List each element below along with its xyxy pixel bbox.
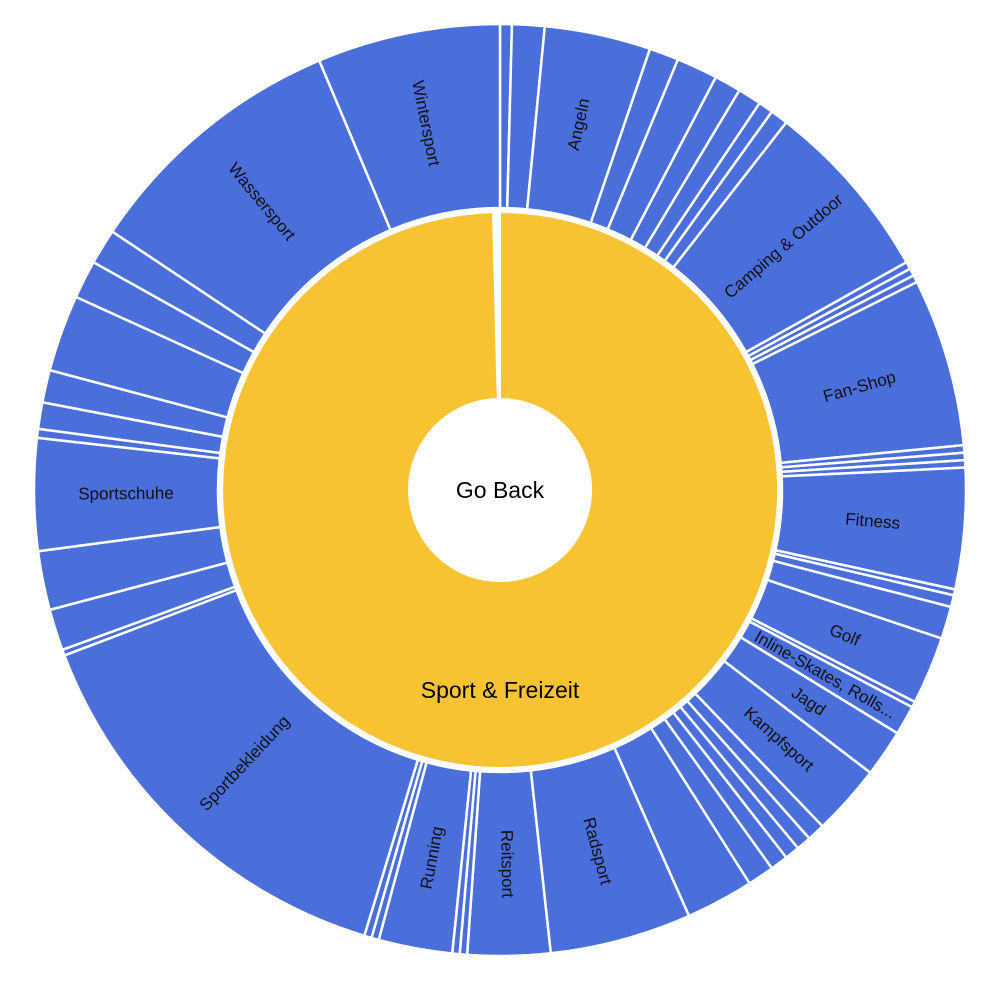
- segment-sportbekleidung[interactable]: [63, 588, 420, 938]
- root-label: Sport & Freizeit: [421, 677, 580, 703]
- label-sportschuhe: Sportschuhe: [78, 484, 174, 504]
- go-back-button[interactable]: [409, 399, 591, 581]
- center-group[interactable]: Go Back: [409, 399, 591, 581]
- label-reitsport: Reitsport: [497, 830, 517, 899]
- label-fitness: Fitness: [845, 509, 901, 533]
- inner-ring: [221, 210, 780, 769]
- segment-sport-and-freizeit[interactable]: [221, 210, 780, 769]
- segment-wintersport[interactable]: [318, 22, 502, 232]
- go-back-label[interactable]: Go Back: [456, 477, 545, 503]
